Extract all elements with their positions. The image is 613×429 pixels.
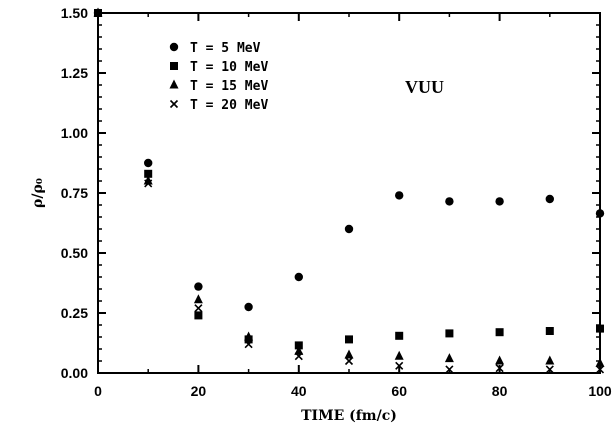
axis-tick-labels: 0 20 40 60 80 100 0.00 0.25 0.50 0.75 1.00 1.25 1.50 [61, 5, 612, 399]
data-point [244, 331, 254, 341]
x-tick-label: 20 [191, 383, 207, 399]
data-point [495, 364, 504, 373]
x-tick-label: 60 [391, 383, 407, 399]
x-tick-label: 100 [588, 383, 612, 399]
data-point [244, 302, 253, 312]
y-tick-label: 1.25 [61, 65, 88, 81]
series-2 [94, 9, 604, 350]
data-point [495, 328, 504, 337]
data-point [344, 224, 354, 234]
series-1 [93, 8, 605, 312]
data-point [193, 294, 203, 304]
x-tick-label: 40 [291, 383, 307, 399]
y-tick-label: 1.50 [61, 5, 88, 21]
x-tick-label: 0 [94, 383, 102, 399]
data-point [395, 191, 404, 200]
data-point [294, 352, 303, 361]
data-point [595, 209, 605, 218]
data-point [545, 327, 554, 335]
data-point [545, 355, 555, 365]
data-point [144, 179, 153, 188]
data-point [194, 311, 203, 320]
data-point [445, 197, 454, 206]
data-point [495, 355, 505, 365]
data-point [495, 197, 504, 206]
data-point [444, 353, 454, 363]
data-point [345, 335, 353, 344]
data-point [294, 345, 304, 355]
y-tick-label: 0.25 [61, 305, 88, 321]
x-tick-label: 80 [492, 383, 508, 399]
annotation-vuu: VUU [405, 77, 444, 97]
data-point [144, 169, 153, 178]
y-axis-label: ρ/ρ₀ [30, 178, 46, 208]
y-tick-label: 0.75 [61, 185, 88, 201]
data-point [144, 158, 153, 168]
data-point [545, 365, 554, 374]
legend-marker [169, 99, 179, 109]
legend-marker [169, 79, 179, 89]
data-point [445, 329, 454, 338]
data-point [596, 324, 604, 333]
legend-marker [169, 42, 179, 52]
data-point [194, 304, 203, 313]
legend-label: T = 20 MeV [190, 98, 268, 113]
data-point [595, 365, 605, 374]
data-point [294, 341, 303, 350]
data-point [294, 272, 303, 282]
data-point [445, 365, 454, 374]
legend-marker [170, 62, 178, 70]
data-point [93, 8, 103, 18]
data-point [395, 331, 404, 340]
legend: T = 5 MeV T = 10 MeV T = 15 MeV T = 20 MeV [169, 41, 268, 113]
data-point [344, 356, 354, 366]
data-point [344, 349, 354, 359]
data-point [244, 340, 253, 349]
data-point [595, 357, 605, 367]
legend-label: T = 10 MeV [190, 60, 268, 75]
data-points [93, 7, 605, 374]
y-tick-label: 1.00 [61, 125, 88, 141]
data-point [395, 361, 404, 370]
y-tick-label: 0.00 [61, 365, 88, 381]
data-point [194, 282, 203, 291]
y-tick-label: 0.50 [61, 245, 88, 261]
legend-label: T = 15 MeV [190, 79, 268, 94]
x-axis-label: TIME (fm/c) [301, 408, 397, 424]
data-point [394, 350, 404, 360]
data-point [545, 194, 554, 204]
series-3 [93, 7, 605, 367]
legend-label: T = 5 MeV [190, 41, 261, 56]
series-4 [93, 8, 605, 374]
